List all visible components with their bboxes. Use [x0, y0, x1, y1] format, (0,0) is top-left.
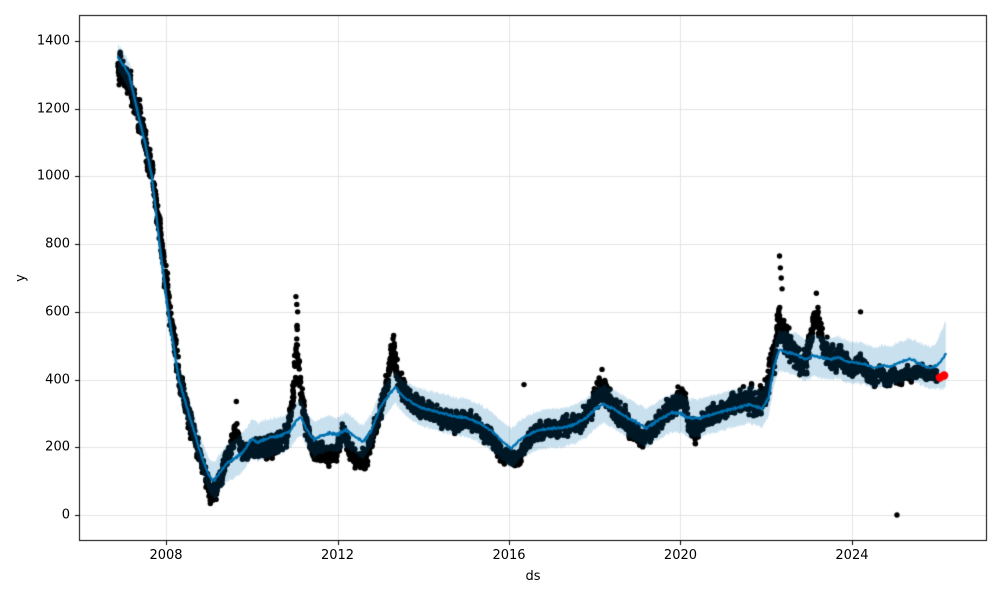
y-tick-label-600: 600 — [45, 304, 70, 320]
x-tick-label-2008: 2008 — [149, 548, 183, 563]
x-tick-label-2016: 2016 — [492, 548, 526, 563]
y-tick-label-1000: 1000 — [36, 168, 70, 184]
y-tick-label-400: 400 — [45, 372, 70, 388]
x-tick-label-2012: 2012 — [320, 548, 355, 563]
x-tick-label-2024: 2024 — [835, 548, 869, 563]
y-tick-label-200: 200 — [45, 439, 70, 455]
x-tick-label-2020: 2020 — [663, 548, 698, 563]
y-tick-label-1200: 1200 — [36, 101, 70, 117]
y-axis-label: y — [13, 274, 29, 282]
y-tick-label-0: 0 — [61, 507, 70, 523]
y-tick-label-800: 800 — [45, 236, 70, 252]
y-tick-label-1400: 1400 — [36, 33, 70, 49]
x-axis-label: ds — [525, 569, 541, 584]
